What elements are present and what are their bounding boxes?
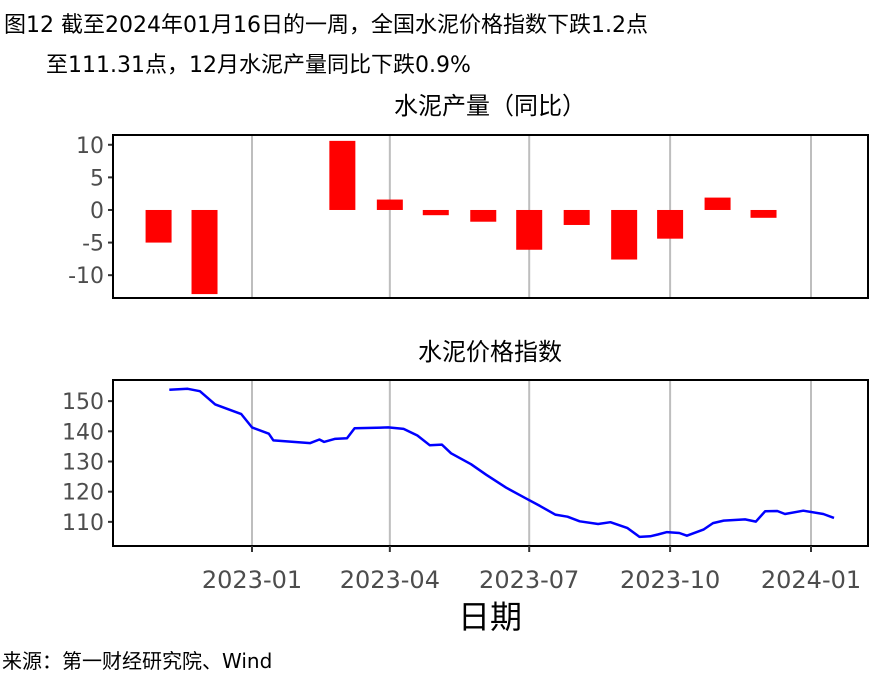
x-tick-label: 2023-07 [479, 566, 579, 594]
bar [422, 209, 449, 216]
x-tick-label: 2023-04 [340, 566, 440, 594]
bar [704, 197, 731, 210]
y-tick-label: 130 [62, 450, 104, 475]
y-tick-label: 5 [90, 166, 104, 191]
y-tick-label: 120 [62, 481, 104, 506]
bar [191, 209, 218, 295]
y-tick-label: 150 [62, 390, 104, 415]
bar [750, 209, 777, 218]
x-axis-label: 日期 [458, 598, 522, 636]
y-tick-label: 140 [62, 420, 104, 445]
figure-title-line1: 图12 截至2024年01月16日的一周，全国水泥价格指数下跌1.2点 [4, 13, 648, 38]
bar [657, 209, 684, 239]
y-tick-label: 110 [62, 511, 104, 536]
y-tick-label: -5 [82, 232, 104, 257]
bar-chart: 10 5 0 -5 -10 [68, 134, 869, 299]
price-index-line [169, 387, 835, 539]
source-note: 来源：第一财经研究院、Wind [2, 649, 272, 673]
line-chart-title: 水泥价格指数 [418, 338, 562, 366]
bar [145, 209, 172, 243]
bar-chart-frame [112, 134, 869, 299]
x-tick-label: 2023-10 [620, 566, 720, 594]
bar [611, 209, 638, 260]
x-tick-label: 2024-01 [761, 566, 861, 594]
bar [563, 209, 590, 225]
y-tick-label: 0 [90, 199, 104, 224]
bar [470, 209, 497, 222]
line-chart: 150 140 130 120 110 2023-01 2023-04 2023-07 2023… [62, 379, 869, 594]
y-tick-label: -10 [68, 264, 104, 289]
bar-chart-title: 水泥产量（同比） [394, 92, 586, 120]
line-chart-frame [112, 379, 869, 547]
bar [329, 140, 356, 210]
bar [516, 209, 543, 250]
y-tick-label: 10 [76, 134, 104, 159]
bar [376, 199, 403, 210]
x-tick-label: 2023-01 [202, 566, 302, 594]
figure-title-line2: 至111.31点，12月水泥产量同比下跌0.9% [46, 53, 471, 78]
